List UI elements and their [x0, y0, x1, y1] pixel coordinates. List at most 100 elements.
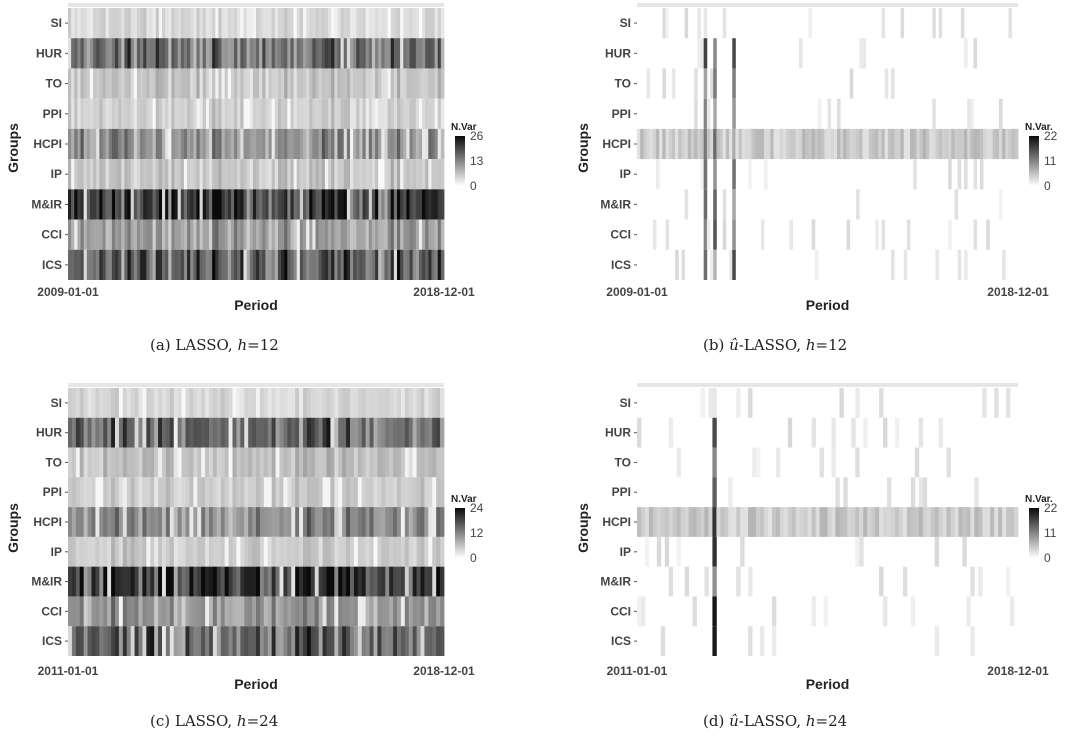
heatmap-cell	[957, 159, 962, 190]
x-tick-label: 2018-12-01	[987, 285, 1049, 299]
heatmap-cell	[420, 417, 425, 448]
heatmap-cell	[220, 477, 226, 508]
heatmap-cell	[102, 219, 106, 250]
heatmap-cell	[400, 626, 406, 656]
heatmap-cell	[149, 68, 153, 99]
heatmap-cell	[767, 507, 773, 537]
heatmap-cell	[330, 536, 335, 567]
heatmap-cell	[177, 596, 182, 627]
heatmap-cell	[95, 477, 100, 508]
heatmap-cell	[162, 447, 167, 478]
heatmap-cell	[432, 626, 437, 656]
legend-tick-label: 0	[470, 551, 477, 565]
heatmap-cell	[111, 8, 116, 39]
heatmap-cell	[303, 68, 307, 99]
heatmap-cell	[271, 596, 276, 627]
heatmap-cell	[118, 626, 124, 656]
heatmap-cell	[415, 219, 420, 250]
heatmap-cell	[373, 477, 378, 508]
heatmap-cell	[752, 507, 757, 537]
heatmap-cell	[124, 98, 128, 129]
caption-c-hvar: h	[236, 712, 247, 730]
heatmap-cell	[373, 417, 378, 448]
heatmap-cell	[236, 596, 241, 627]
y-tick-label: IP	[620, 545, 631, 559]
heatmap-cell	[295, 477, 300, 508]
heatmap-cell	[346, 626, 351, 656]
heatmap-cell	[169, 477, 175, 508]
heatmap-cell	[236, 477, 241, 508]
heatmap-cell	[356, 159, 360, 190]
heatmap-cell	[290, 189, 294, 220]
heatmap-cell	[133, 68, 138, 99]
heatmap-cell	[83, 536, 88, 567]
heatmap-cell	[440, 626, 445, 656]
heatmap-cell	[183, 128, 188, 160]
heatmap-cell	[434, 8, 439, 39]
heatmap-cell	[361, 596, 367, 627]
heatmap-cell	[306, 159, 310, 190]
heatmap-cell	[205, 388, 210, 418]
heatmap-cell	[234, 8, 238, 39]
heatmap-cell	[96, 159, 100, 190]
heatmap-cell	[181, 477, 186, 508]
heatmap-cell	[293, 38, 298, 69]
heatmap-cell	[309, 8, 313, 39]
heatmap-cell	[111, 219, 116, 250]
heatmap-cell	[107, 626, 112, 656]
heatmap-cell	[381, 626, 386, 656]
heatmap-cell	[149, 98, 153, 129]
heatmap-cell	[849, 68, 854, 99]
heatmap-cell	[377, 417, 382, 448]
heatmap-cell	[68, 38, 72, 69]
heatmap-cell	[89, 249, 94, 280]
heatmap-cell	[181, 447, 186, 478]
heatmap-cell	[187, 219, 191, 250]
heatmap-cell	[846, 219, 851, 250]
heatmap-cell	[318, 417, 323, 448]
heatmap-cell	[362, 189, 367, 220]
heatmap-cell	[412, 38, 417, 69]
heatmap-cell	[271, 536, 276, 567]
heatmap-cell	[133, 8, 138, 39]
heatmap-cell	[79, 417, 85, 448]
heatmap-cell	[303, 566, 308, 597]
heatmap-cell	[412, 8, 417, 39]
heatmap-cell	[974, 507, 979, 537]
heatmap-cell	[342, 566, 347, 597]
heatmap-cell	[922, 477, 928, 508]
heatmap-cell	[212, 477, 218, 508]
heatmap-cell	[431, 219, 435, 250]
heatmap-cell	[432, 596, 437, 627]
heatmap-cell	[378, 189, 382, 220]
heatmap-cell	[275, 566, 280, 597]
heatmap-cell	[146, 38, 150, 69]
heatmap-cell	[274, 68, 279, 99]
heatmap-cell	[180, 249, 185, 280]
heatmap-cell	[792, 128, 797, 160]
heatmap-cell	[299, 249, 304, 280]
heatmap-cell	[103, 388, 108, 418]
heatmap-cell	[291, 507, 296, 537]
heatmap-cell	[839, 388, 844, 418]
heatmap-cell	[224, 596, 229, 627]
heatmap-cell	[330, 626, 335, 656]
heatmap-cell	[267, 596, 273, 627]
heatmap-cell	[115, 477, 120, 508]
heatmap-cell	[334, 417, 339, 448]
heatmap-cell	[1008, 128, 1013, 160]
heatmap-cell	[265, 249, 269, 280]
heatmap-cell	[240, 626, 245, 656]
heatmap-cell	[68, 8, 72, 39]
heatmap-cell	[291, 626, 296, 656]
heatmap-cell	[150, 626, 155, 656]
heatmap-cell	[196, 38, 200, 69]
heatmap-cell	[811, 507, 816, 537]
heatmap-cell	[903, 128, 908, 160]
heatmap-cell	[181, 596, 186, 627]
heatmap-cell	[384, 249, 388, 280]
heatmap-cell	[138, 566, 143, 597]
heatmap-cell	[412, 219, 417, 250]
heatmap-cell	[215, 8, 219, 39]
heatmap-cell	[675, 249, 679, 280]
